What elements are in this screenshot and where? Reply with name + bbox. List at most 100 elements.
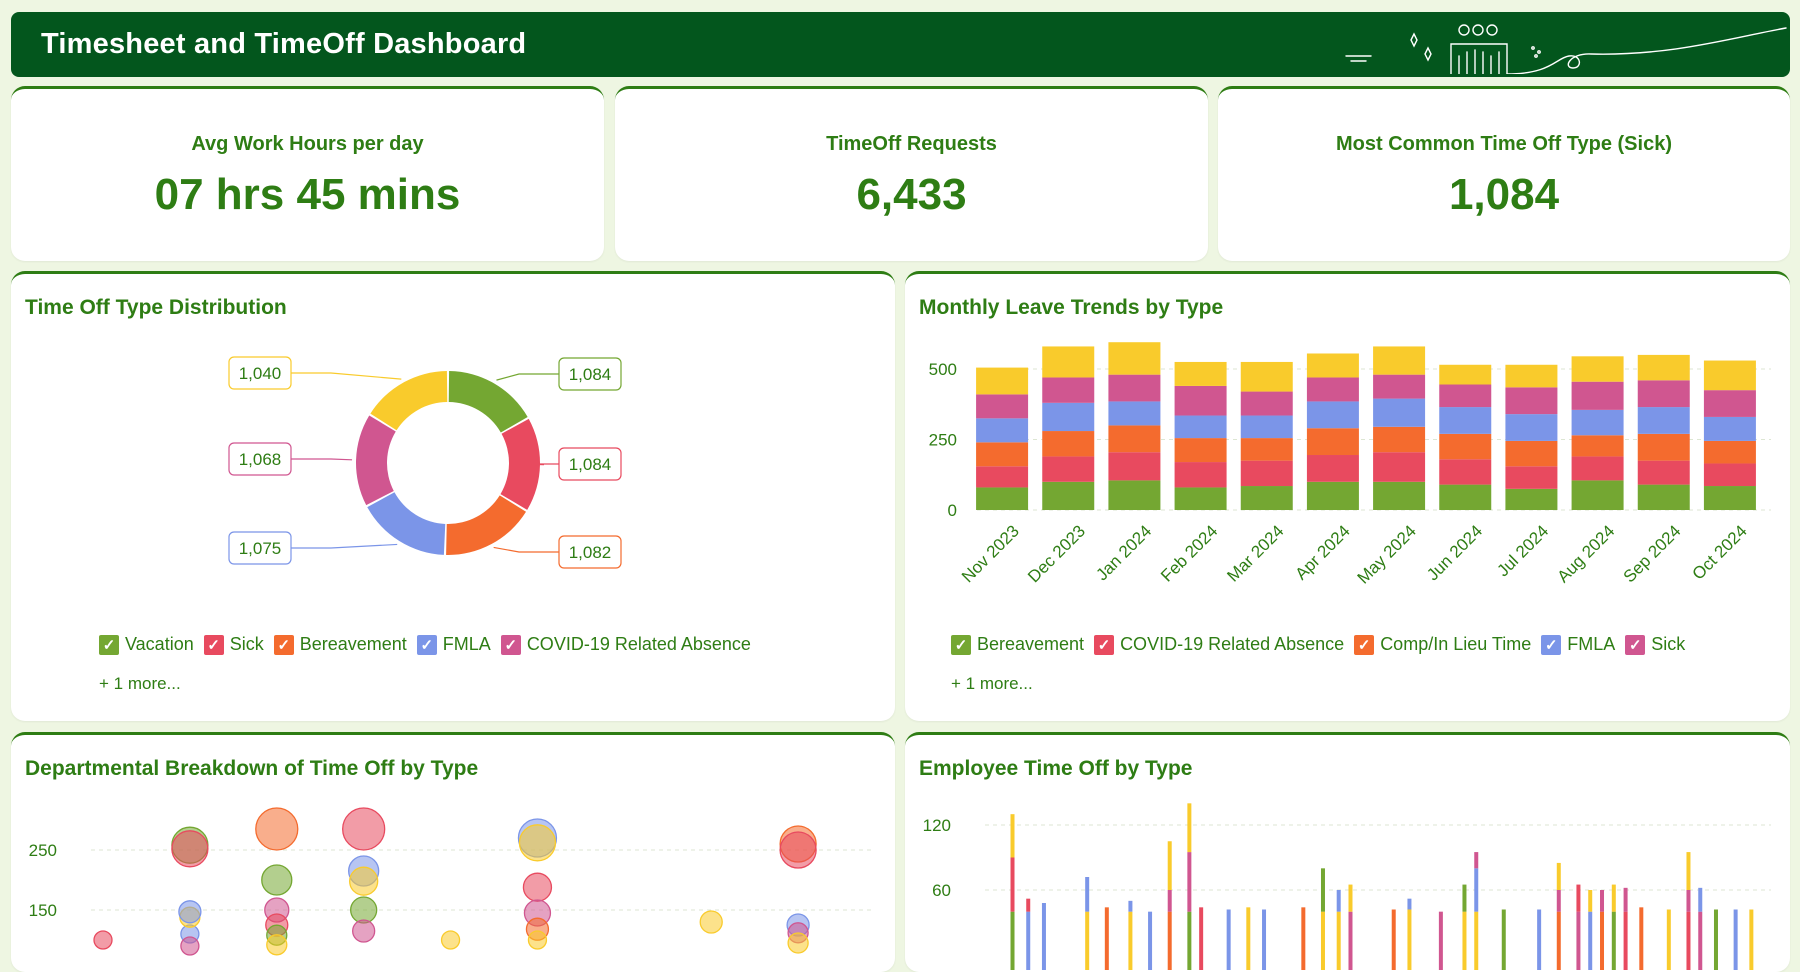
bar-segment[interactable] [1698, 911, 1703, 970]
bar-segment[interactable] [1439, 407, 1492, 434]
bar-segment[interactable] [1686, 890, 1691, 912]
bar-segment[interactable] [1556, 890, 1561, 912]
bubble-point[interactable] [779, 831, 817, 869]
bar-segment[interactable] [1187, 852, 1192, 912]
bar-segment[interactable] [1174, 462, 1227, 488]
bar-segment[interactable] [1686, 852, 1691, 890]
bubble-point[interactable] [699, 910, 723, 934]
bar-segment[interactable] [1571, 480, 1624, 510]
bar-segment[interactable] [1439, 484, 1492, 510]
checkbox-icon[interactable]: ✓ [273, 634, 294, 655]
bar-segment[interactable] [1571, 356, 1624, 382]
bar-segment[interactable] [1686, 911, 1691, 970]
bar-segment[interactable] [1262, 909, 1267, 971]
bar-segment[interactable] [1167, 841, 1172, 890]
bar-segment[interactable] [1174, 415, 1227, 439]
bar-segment[interactable] [976, 394, 1029, 419]
donut-slice[interactable] [448, 371, 528, 433]
bar-segment[interactable] [1104, 907, 1109, 970]
bar-segment[interactable] [1749, 909, 1754, 971]
bar-segment[interactable] [1348, 911, 1353, 970]
donut-slice[interactable] [370, 371, 448, 431]
bar-segment[interactable] [1637, 380, 1690, 408]
bar-segment[interactable] [1042, 402, 1095, 432]
bubble-point[interactable] [352, 919, 376, 943]
bar-segment[interactable] [1108, 374, 1161, 402]
checkbox-icon[interactable]: ✓ [951, 634, 971, 655]
bar-segment[interactable] [1128, 911, 1133, 970]
bar-segment[interactable] [976, 466, 1029, 488]
bar-segment[interactable] [1041, 903, 1046, 970]
bar-segment[interactable] [1373, 452, 1426, 482]
bar-segment[interactable] [1639, 907, 1644, 970]
bar-segment[interactable] [1391, 909, 1396, 971]
bubble-point[interactable] [261, 864, 293, 896]
bar-segment[interactable] [1571, 409, 1624, 436]
bar-segment[interactable] [1226, 909, 1231, 971]
bar-segment[interactable] [1703, 416, 1756, 441]
bubble-point[interactable] [522, 872, 553, 902]
bar-segment[interactable] [1373, 426, 1426, 453]
donut-slice[interactable] [367, 492, 446, 555]
bar-segment[interactable] [1576, 884, 1581, 912]
bar-segment[interactable] [1336, 890, 1341, 912]
bar-segment[interactable] [1187, 911, 1192, 970]
donut-slice[interactable] [446, 495, 527, 555]
bar-segment[interactable] [1439, 459, 1492, 485]
bar-segment[interactable] [1320, 868, 1325, 912]
bar-segment[interactable] [1505, 364, 1558, 388]
checkbox-icon[interactable]: ✓ [1625, 634, 1646, 655]
bar-segment[interactable] [1042, 431, 1095, 457]
bar-segment[interactable] [1713, 909, 1718, 971]
legend-more-link[interactable]: + 1 more... [951, 674, 1033, 693]
checkbox-icon[interactable]: ✓ [1354, 634, 1375, 655]
bar-segment[interactable] [1085, 911, 1090, 970]
bubble-point[interactable] [266, 934, 288, 956]
bar-segment[interactable] [1010, 857, 1015, 912]
bar-segment[interactable] [1698, 887, 1703, 912]
bar-segment[interactable] [1637, 433, 1690, 461]
bar-segment[interactable] [1576, 911, 1581, 970]
bar-segment[interactable] [1085, 877, 1090, 912]
bubble-point[interactable] [180, 936, 200, 956]
legend-more-link[interactable]: + 1 more... [99, 674, 181, 693]
bar-segment[interactable] [1703, 486, 1756, 510]
bar-segment[interactable] [1505, 387, 1558, 415]
bar-segment[interactable] [1474, 868, 1479, 912]
bar-segment[interactable] [1600, 911, 1605, 970]
bar-segment[interactable] [1174, 385, 1227, 416]
bar-segment[interactable] [1407, 909, 1412, 971]
bar-segment[interactable] [1199, 907, 1204, 970]
bubble-point[interactable] [342, 807, 386, 851]
bar-segment[interactable] [976, 418, 1029, 443]
checkbox-icon[interactable]: ✓ [1094, 634, 1115, 655]
bar-segment[interactable] [1336, 911, 1341, 970]
bar-segment[interactable] [1301, 907, 1306, 970]
bar-segment[interactable] [1505, 440, 1558, 467]
bar-segment[interactable] [1042, 481, 1095, 510]
bubble-point[interactable] [518, 824, 557, 862]
bubble-point[interactable] [93, 930, 113, 950]
bar-segment[interactable] [1666, 909, 1671, 971]
bar-segment[interactable] [1042, 377, 1095, 403]
bubble-point[interactable] [350, 896, 378, 924]
bubble-point[interactable] [527, 930, 548, 950]
bar-segment[interactable] [1439, 384, 1492, 408]
bubble-point[interactable] [178, 900, 202, 924]
bar-segment[interactable] [1306, 353, 1359, 378]
bar-segment[interactable] [1537, 909, 1542, 971]
legend-item[interactable]: ✓ COVID-19 Related Absence [500, 634, 751, 655]
bar-segment[interactable] [1703, 440, 1756, 464]
bar-segment[interactable] [1637, 354, 1690, 381]
legend-item[interactable]: ✓ Comp/In Lieu Time [1354, 634, 1531, 655]
bar-segment[interactable] [1611, 911, 1616, 970]
bar-segment[interactable] [1474, 911, 1479, 970]
bar-segment[interactable] [976, 442, 1029, 467]
legend-item[interactable]: ✓ FMLA [1541, 634, 1615, 655]
bar-segment[interactable] [1108, 342, 1161, 375]
bar-segment[interactable] [1571, 435, 1624, 457]
bar-segment[interactable] [1306, 401, 1359, 429]
bubble-point[interactable] [171, 830, 209, 868]
bar-segment[interactable] [976, 487, 1029, 510]
bar-segment[interactable] [1407, 898, 1412, 910]
